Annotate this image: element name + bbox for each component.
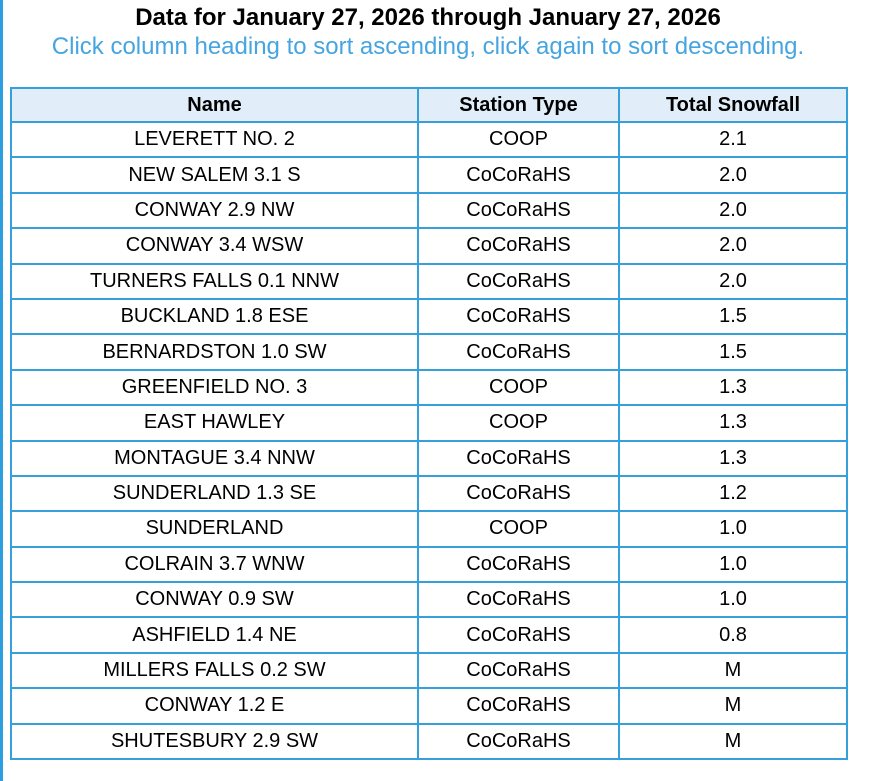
- page-title: Data for January 27, 2026 through Januar…: [135, 4, 721, 31]
- station-name-cell: COLRAIN 3.7 WNW: [10, 545, 419, 584]
- table-row: BUCKLAND 1.8 ESE CoCoRaHS 1.5: [10, 297, 848, 336]
- station-name-cell: CONWAY 2.9 NW: [10, 191, 419, 230]
- station-name-cell: CONWAY 0.9 SW: [10, 581, 419, 619]
- total-snowfall-cell: M: [618, 722, 848, 761]
- station-name-cell: SUNDERLAND 1.3 SE: [10, 474, 419, 513]
- station-name-cell: MONTAGUE 3.4 NNW: [10, 439, 419, 477]
- total-snowfall-cell: 1.0: [618, 581, 848, 619]
- table-body: LEVERETT NO. 2 COOP 2.1 NEW SALEM 3.1 S CoCo…: [10, 120, 848, 761]
- station-name-cell: CONWAY 3.4 WSW: [10, 227, 419, 265]
- total-snowfall-cell: 2.0: [618, 191, 848, 230]
- station-name-cell: GREENFIELD NO. 3: [10, 368, 419, 407]
- snowfall-table: Name Station Type Total Snowfall LEVERET…: [10, 87, 848, 761]
- station-type-cell: CoCoRaHS: [417, 439, 620, 477]
- station-type-cell: CoCoRaHS: [417, 156, 620, 194]
- table-row: BERNARDSTON 1.0 SW CoCoRaHS 1.5: [10, 333, 848, 371]
- station-name-cell: TURNERS FALLS 0.1 NNW: [10, 262, 419, 300]
- table-row: CONWAY 3.4 WSW CoCoRaHS 2.0: [10, 227, 848, 265]
- station-name-cell: BUCKLAND 1.8 ESE: [10, 297, 419, 336]
- station-type-cell: COOP: [417, 510, 620, 548]
- station-name-cell: SUNDERLAND: [10, 510, 419, 548]
- table-row: MILLERS FALLS 0.2 SW CoCoRaHS M: [10, 651, 848, 690]
- station-name-cell: CONWAY 1.2 E: [10, 687, 419, 725]
- table-row: NEW SALEM 3.1 S CoCoRaHS 2.0: [10, 156, 848, 194]
- total-snowfall-cell: 2.0: [618, 156, 848, 194]
- total-snowfall-cell: 2.0: [618, 262, 848, 300]
- station-name-cell: MILLERS FALLS 0.2 SW: [10, 651, 419, 690]
- table-row: CONWAY 2.9 NW CoCoRaHS 2.0: [10, 191, 848, 230]
- station-type-cell: CoCoRaHS: [417, 722, 620, 761]
- station-name-cell: NEW SALEM 3.1 S: [10, 156, 419, 194]
- table-row: GREENFIELD NO. 3 COOP 1.3: [10, 368, 848, 407]
- column-header-name[interactable]: Name: [10, 87, 419, 123]
- station-type-cell: COOP: [417, 120, 620, 159]
- total-snowfall-cell: 1.5: [618, 333, 848, 371]
- total-snowfall-cell: 1.3: [618, 439, 848, 477]
- total-snowfall-cell: 1.5: [618, 297, 848, 336]
- station-type-cell: COOP: [417, 368, 620, 407]
- station-type-cell: CoCoRaHS: [417, 616, 620, 654]
- table-row: SUNDERLAND 1.3 SE CoCoRaHS 1.2: [10, 474, 848, 513]
- table-row: TURNERS FALLS 0.1 NNW CoCoRaHS 2.0: [10, 262, 848, 300]
- station-name-cell: SHUTESBURY 2.9 SW: [10, 722, 419, 761]
- station-type-cell: CoCoRaHS: [417, 581, 620, 619]
- total-snowfall-cell: 2.0: [618, 227, 848, 265]
- total-snowfall-cell: 0.8: [618, 616, 848, 654]
- total-snowfall-cell: M: [618, 651, 848, 690]
- station-type-cell: CoCoRaHS: [417, 262, 620, 300]
- table-row: CONWAY 0.9 SW CoCoRaHS 1.0: [10, 581, 848, 619]
- table-row: ASHFIELD 1.4 NE CoCoRaHS 0.8: [10, 616, 848, 654]
- station-name-cell: LEVERETT NO. 2: [10, 120, 419, 159]
- station-name-cell: EAST HAWLEY: [10, 404, 419, 442]
- content-area: Data for January 27, 2026 through Januar…: [8, 0, 848, 761]
- table-row: COLRAIN 3.7 WNW CoCoRaHS 1.0: [10, 545, 848, 584]
- total-snowfall-cell: 1.2: [618, 474, 848, 513]
- total-snowfall-cell: 1.0: [618, 510, 848, 548]
- table-row: MONTAGUE 3.4 NNW CoCoRaHS 1.3: [10, 439, 848, 477]
- sort-instructions: Click column heading to sort ascending, …: [51, 33, 805, 60]
- total-snowfall-cell: 1.0: [618, 545, 848, 584]
- station-type-cell: CoCoRaHS: [417, 333, 620, 371]
- station-type-cell: CoCoRaHS: [417, 545, 620, 584]
- table-row: CONWAY 1.2 E CoCoRaHS M: [10, 687, 848, 725]
- station-name-cell: BERNARDSTON 1.0 SW: [10, 333, 419, 371]
- table-row: LEVERETT NO. 2 COOP 2.1: [10, 120, 848, 159]
- station-type-cell: CoCoRaHS: [417, 474, 620, 513]
- station-type-cell: CoCoRaHS: [417, 191, 620, 230]
- station-type-cell: CoCoRaHS: [417, 687, 620, 725]
- table-row: EAST HAWLEY COOP 1.3: [10, 404, 848, 442]
- table-row: SHUTESBURY 2.9 SW CoCoRaHS M: [10, 722, 848, 761]
- column-header-total-snowfall[interactable]: Total Snowfall: [618, 87, 848, 123]
- station-type-cell: CoCoRaHS: [417, 227, 620, 265]
- total-snowfall-cell: M: [618, 687, 848, 725]
- station-type-cell: COOP: [417, 404, 620, 442]
- table-header-row: Name Station Type Total Snowfall: [10, 87, 848, 123]
- station-name-cell: ASHFIELD 1.4 NE: [10, 616, 419, 654]
- total-snowfall-cell: 2.1: [618, 120, 848, 159]
- page-left-border: [0, 0, 3, 781]
- column-header-station-type[interactable]: Station Type: [417, 87, 620, 123]
- total-snowfall-cell: 1.3: [618, 404, 848, 442]
- table-row: SUNDERLAND COOP 1.0: [10, 510, 848, 548]
- station-type-cell: CoCoRaHS: [417, 297, 620, 336]
- total-snowfall-cell: 1.3: [618, 368, 848, 407]
- station-type-cell: CoCoRaHS: [417, 651, 620, 690]
